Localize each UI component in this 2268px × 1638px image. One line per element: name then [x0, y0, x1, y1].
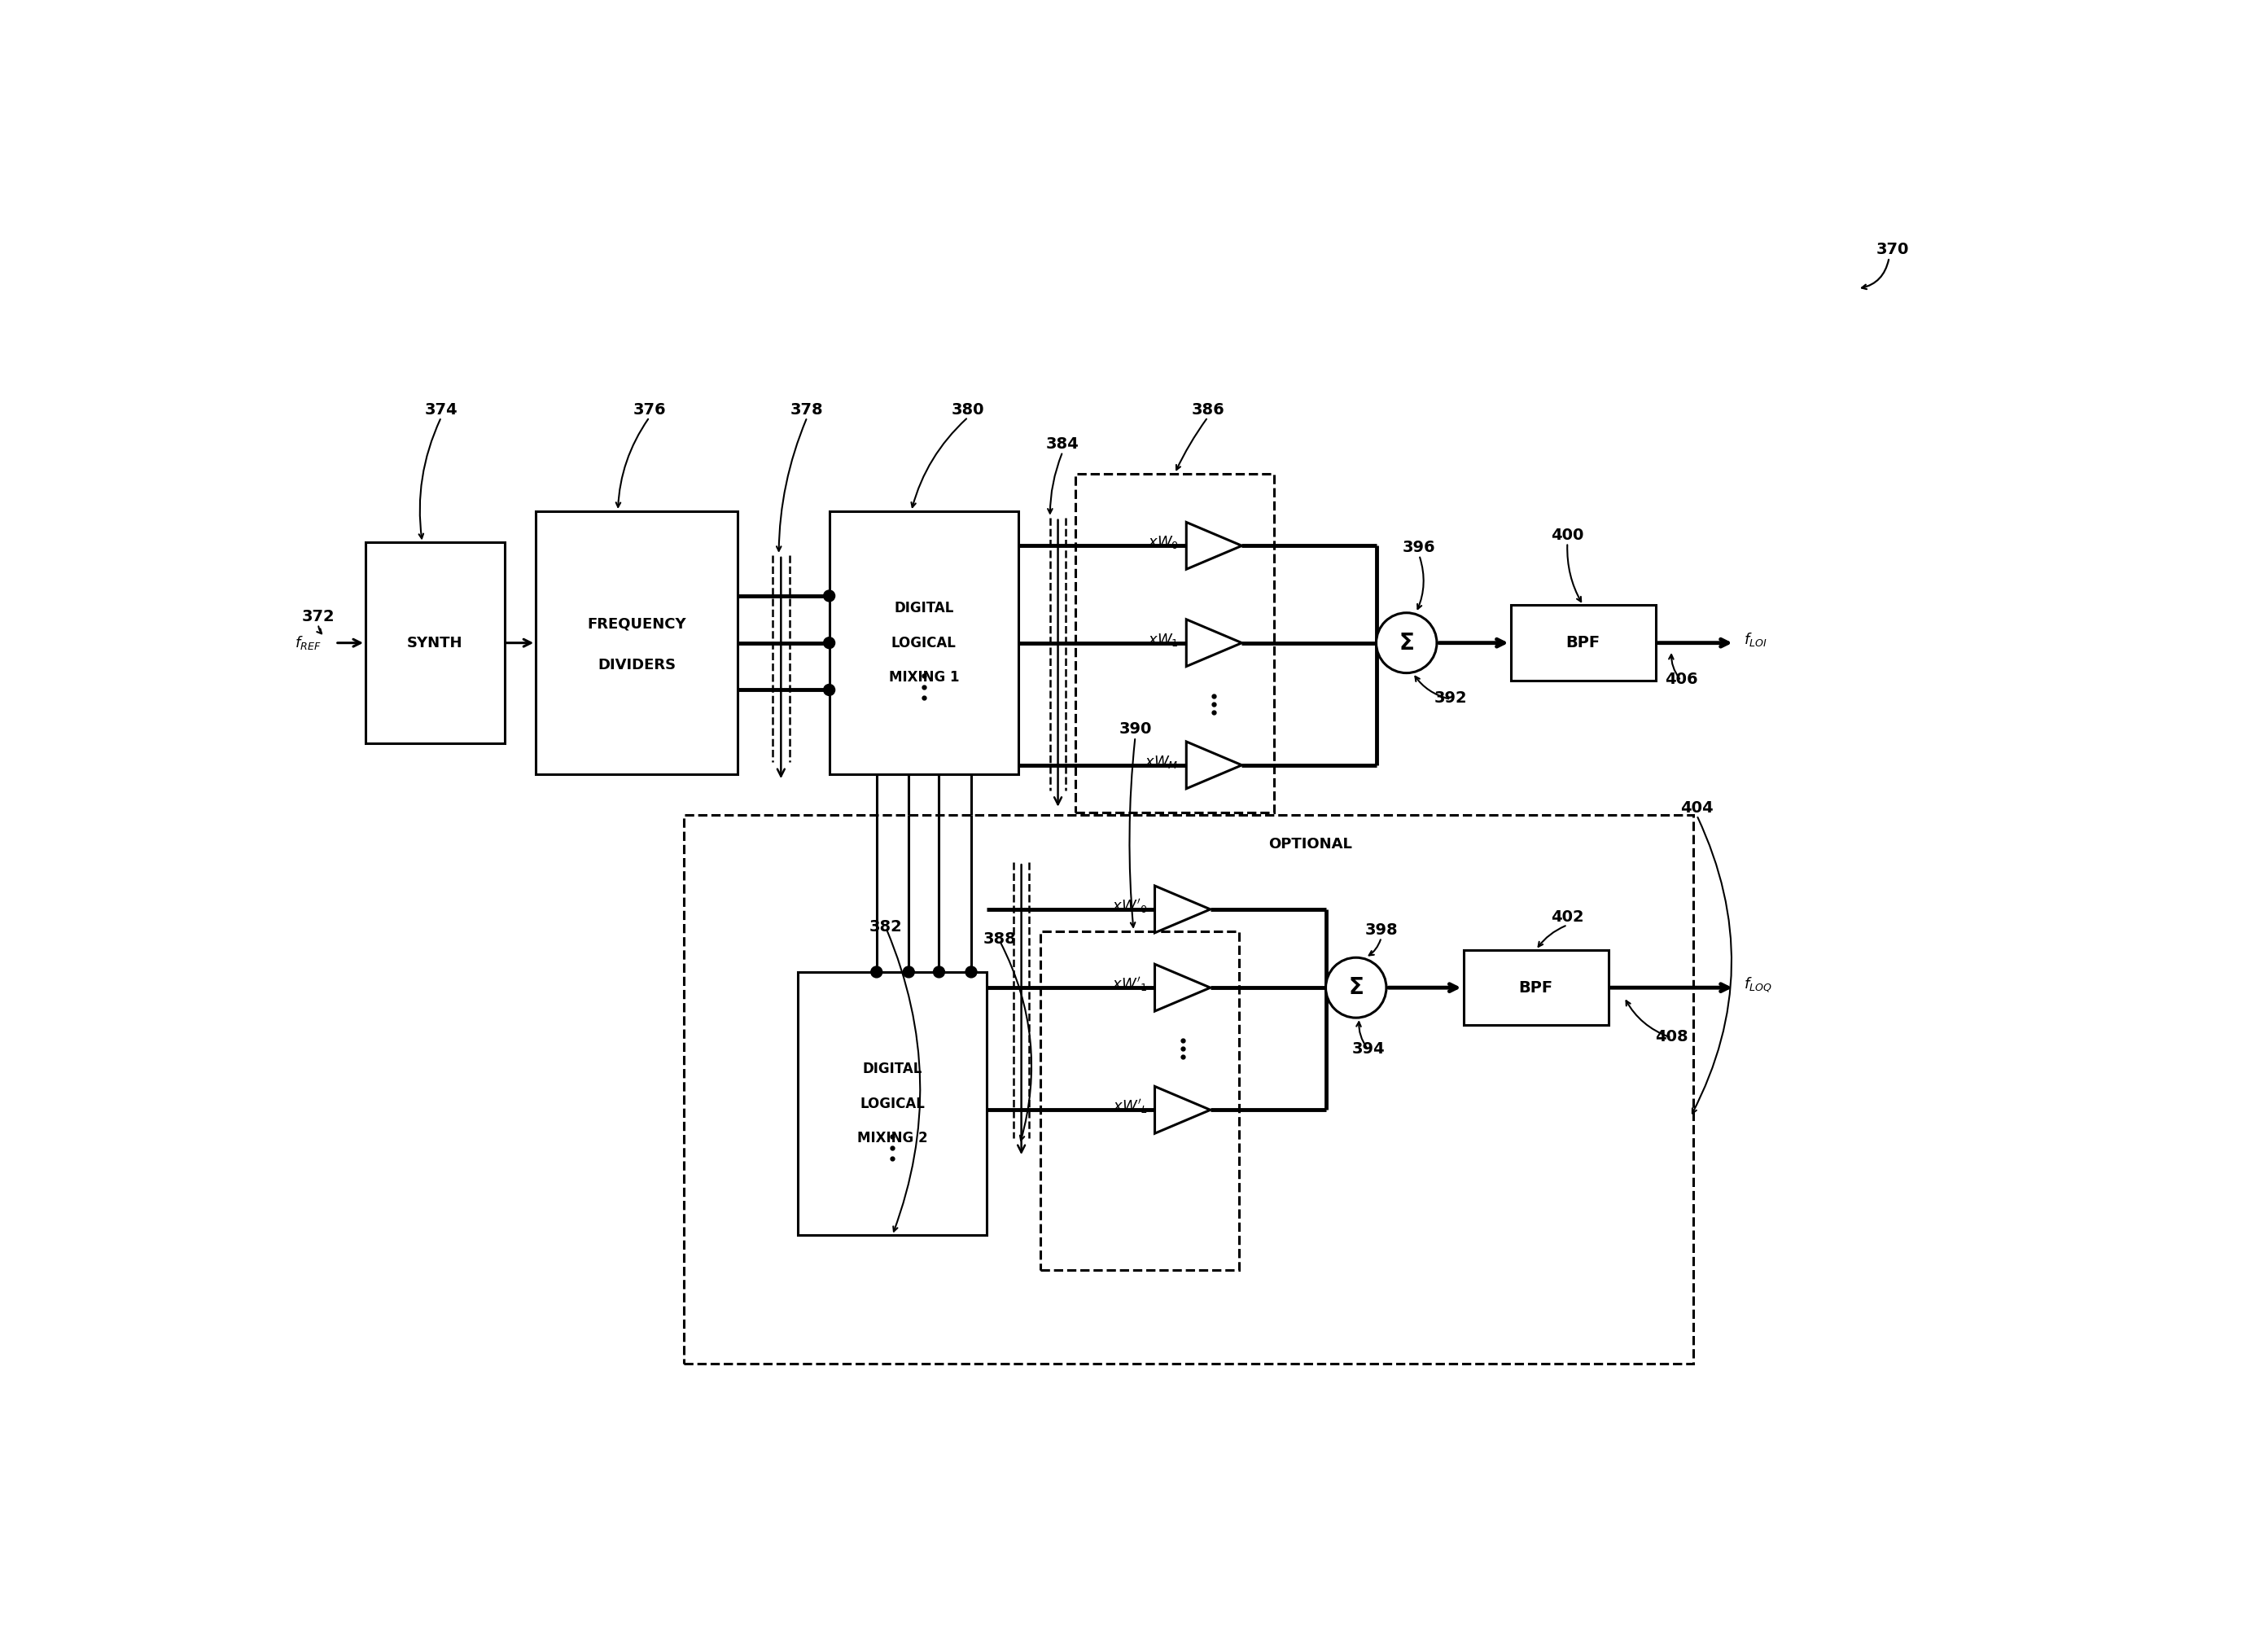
- Text: BPF: BPF: [1565, 636, 1601, 650]
- Text: 394: 394: [1352, 1042, 1386, 1057]
- Circle shape: [1327, 958, 1386, 1017]
- Circle shape: [823, 637, 835, 649]
- Text: 380: 380: [953, 401, 984, 418]
- Circle shape: [934, 966, 946, 978]
- Text: LOGICAL: LOGICAL: [891, 636, 957, 650]
- Bar: [1510, 606, 1656, 680]
- Text: 382: 382: [869, 919, 903, 935]
- Text: 384: 384: [1046, 436, 1080, 452]
- Text: 392: 392: [1433, 690, 1467, 706]
- Text: $xW_0$: $xW_0$: [1148, 534, 1179, 550]
- Text: 388: 388: [982, 932, 1016, 947]
- Text: 376: 376: [633, 401, 667, 418]
- Bar: [1041, 932, 1238, 1269]
- Text: $xW_1$: $xW_1$: [1148, 632, 1179, 649]
- Bar: [830, 511, 1018, 775]
- Text: DIVIDERS: DIVIDERS: [599, 657, 676, 672]
- Text: $xW'_L$: $xW'_L$: [1114, 1097, 1148, 1115]
- Text: $f_{REF}$: $f_{REF}$: [295, 634, 322, 652]
- Bar: [1075, 473, 1275, 812]
- Text: MIXING 1: MIXING 1: [889, 670, 959, 685]
- Polygon shape: [1154, 965, 1211, 1011]
- Polygon shape: [1154, 886, 1211, 932]
- Text: 402: 402: [1551, 909, 1583, 925]
- Polygon shape: [1186, 619, 1243, 667]
- Text: 406: 406: [1665, 672, 1696, 686]
- Bar: [535, 511, 737, 775]
- Text: 408: 408: [1656, 1029, 1687, 1043]
- Text: 386: 386: [1191, 401, 1225, 418]
- Text: 374: 374: [424, 401, 458, 418]
- Text: $xW'_1$: $xW'_1$: [1111, 976, 1148, 994]
- Text: $f_{LOQ}$: $f_{LOQ}$: [1744, 975, 1771, 994]
- Text: BPF: BPF: [1520, 980, 1554, 996]
- Text: 370: 370: [1876, 242, 1910, 257]
- Text: DIGITAL: DIGITAL: [894, 601, 955, 616]
- Polygon shape: [1154, 1086, 1211, 1133]
- Text: OPTIONAL: OPTIONAL: [1268, 837, 1352, 852]
- Bar: [365, 542, 503, 744]
- Text: $xW'_0$: $xW'_0$: [1111, 898, 1148, 916]
- Polygon shape: [1186, 523, 1243, 570]
- Circle shape: [903, 966, 914, 978]
- Text: LOGICAL: LOGICAL: [860, 1096, 925, 1111]
- Text: Σ: Σ: [1349, 976, 1363, 999]
- Text: DIGITAL: DIGITAL: [862, 1061, 923, 1076]
- Text: 396: 396: [1402, 541, 1436, 555]
- Text: 404: 404: [1681, 799, 1712, 816]
- Circle shape: [966, 966, 978, 978]
- Bar: [798, 971, 987, 1235]
- Text: $xW_M$: $xW_M$: [1145, 753, 1179, 770]
- Text: SYNTH: SYNTH: [406, 636, 463, 650]
- Bar: [1463, 950, 1608, 1025]
- Circle shape: [1377, 613, 1438, 673]
- Text: 400: 400: [1551, 527, 1583, 542]
- Text: 378: 378: [792, 401, 823, 418]
- Circle shape: [823, 590, 835, 601]
- Text: FREQUENCY: FREQUENCY: [587, 618, 687, 631]
- Text: 372: 372: [302, 609, 336, 624]
- Text: 390: 390: [1118, 722, 1152, 737]
- Polygon shape: [1186, 742, 1243, 788]
- Circle shape: [871, 966, 882, 978]
- Text: MIXING 2: MIXING 2: [857, 1130, 928, 1145]
- Text: 398: 398: [1365, 922, 1397, 937]
- Bar: [685, 816, 1694, 1364]
- Text: Σ: Σ: [1399, 632, 1415, 654]
- Text: $f_{LOI}$: $f_{LOI}$: [1744, 631, 1767, 649]
- Circle shape: [823, 685, 835, 696]
